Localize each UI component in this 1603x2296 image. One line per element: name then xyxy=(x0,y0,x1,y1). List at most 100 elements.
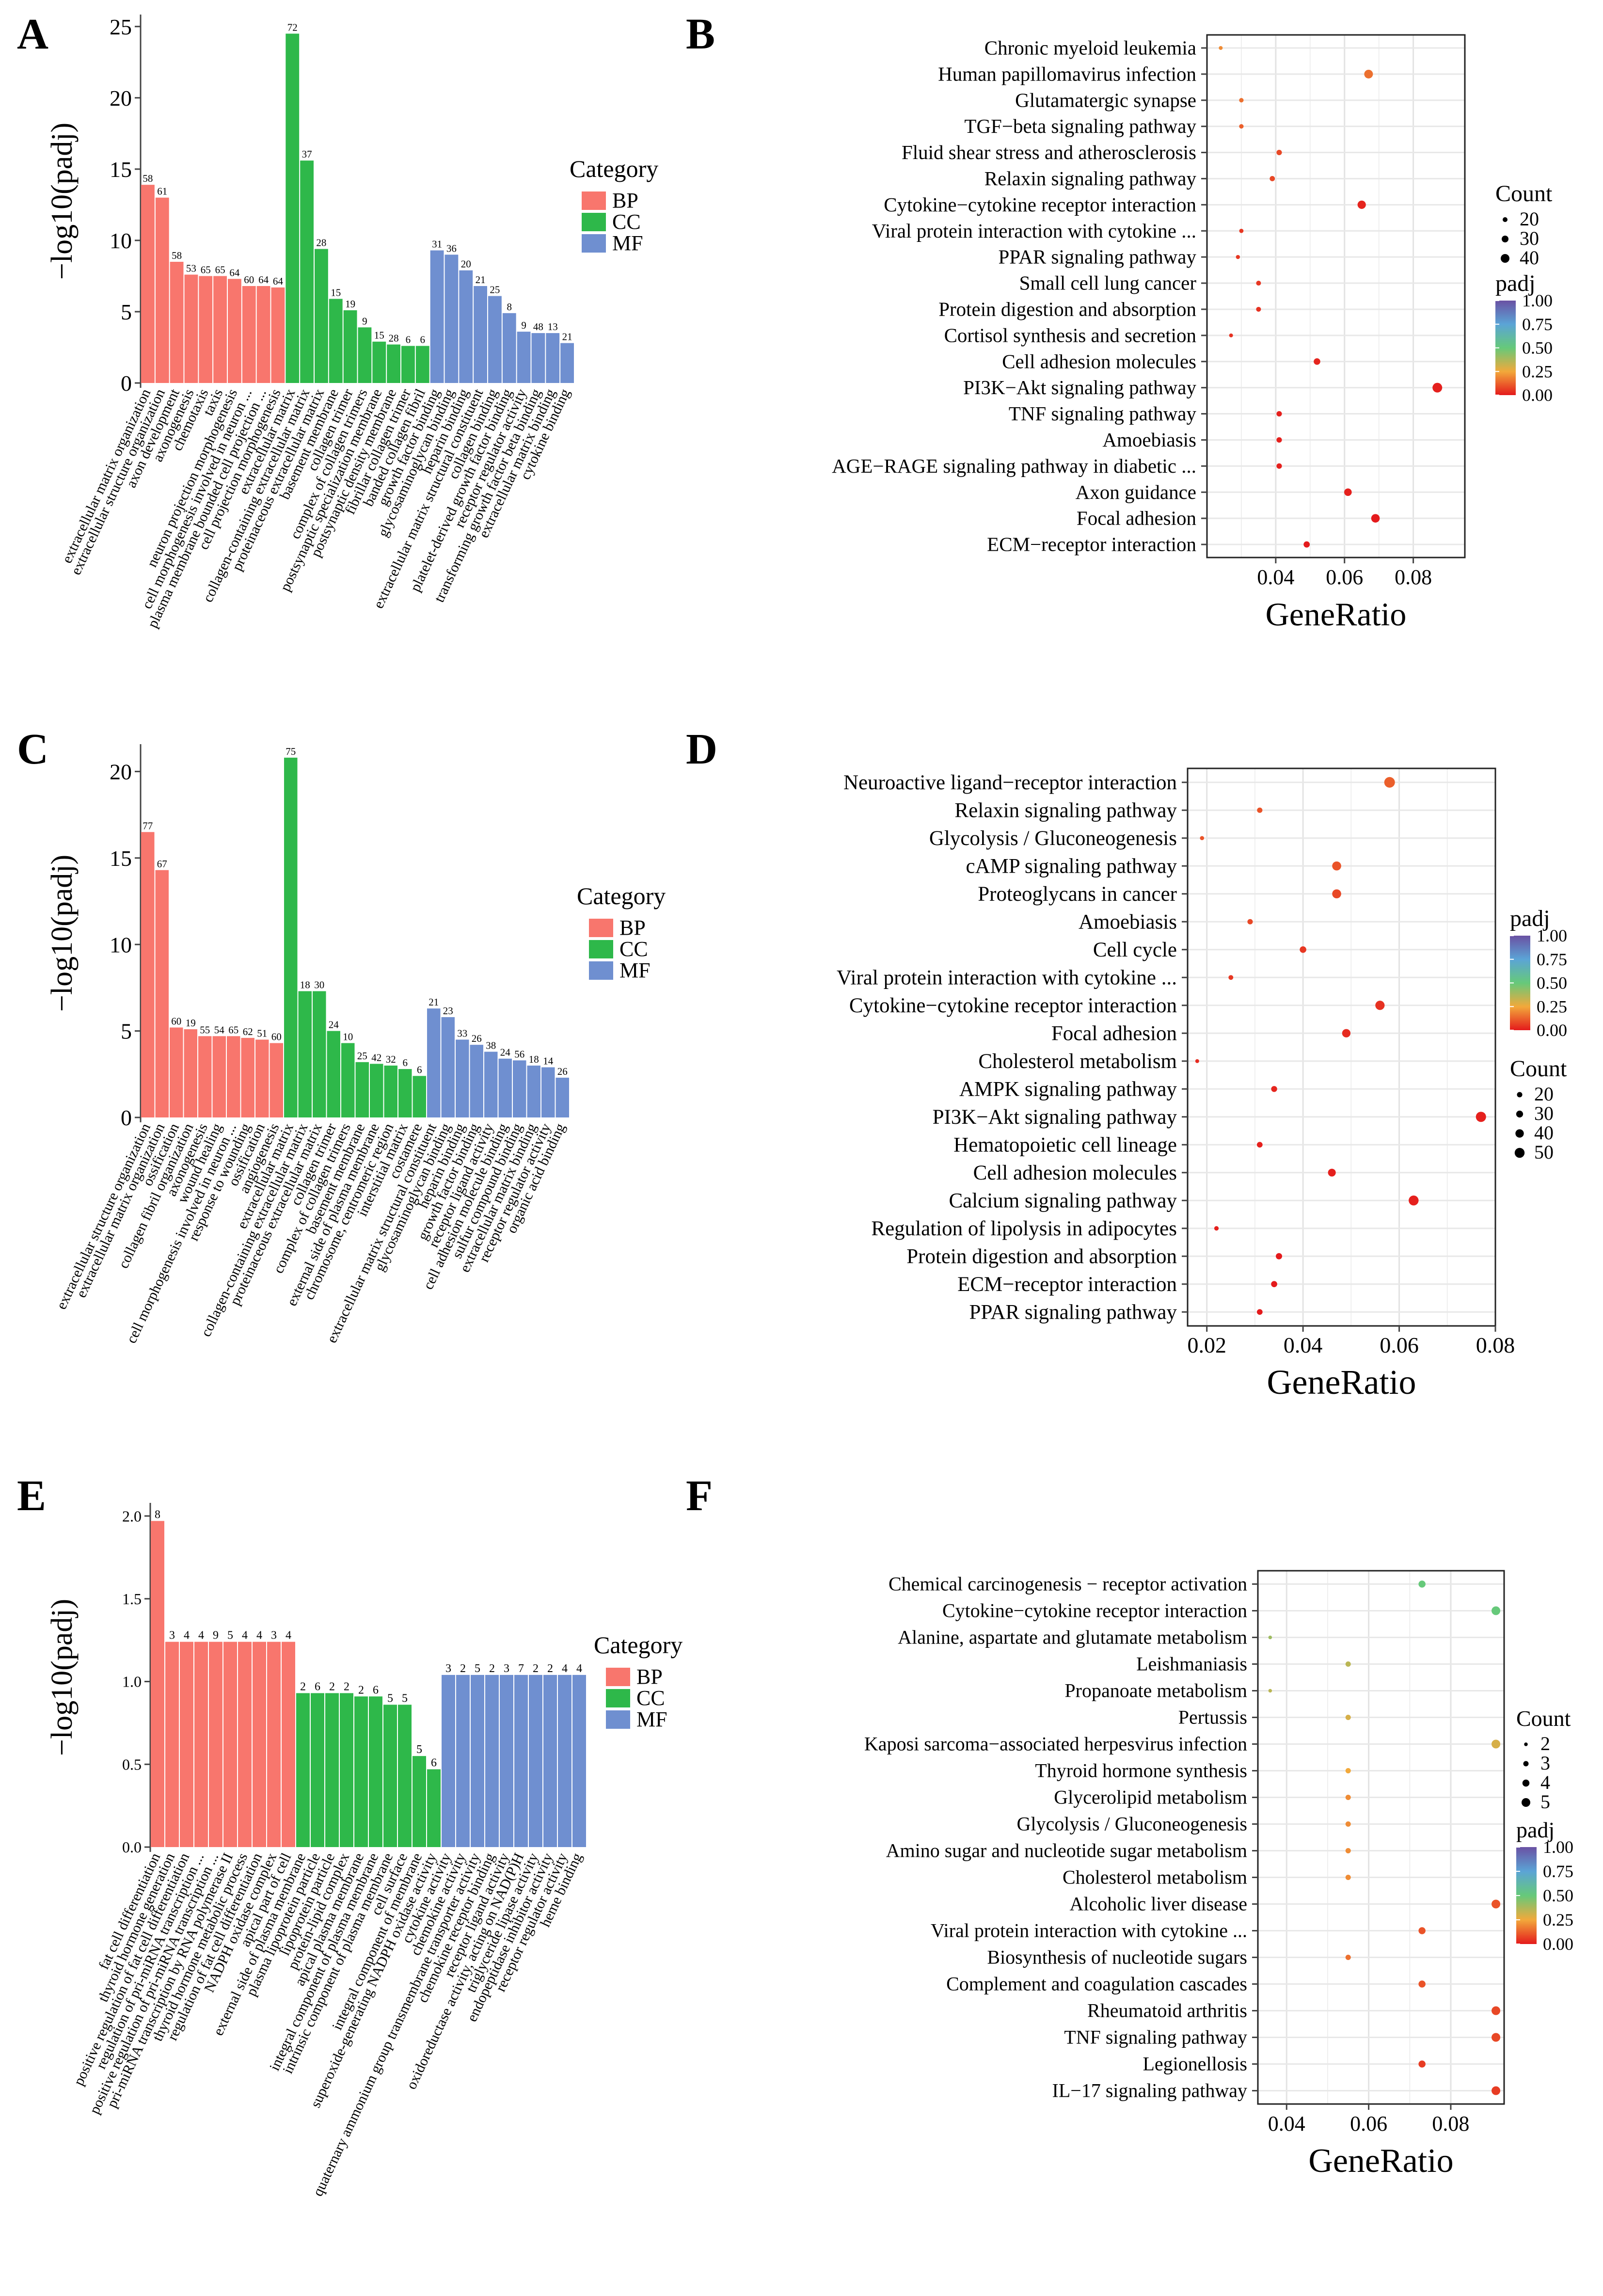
bar-count-label: 4 xyxy=(576,1662,582,1675)
bar-mf xyxy=(442,1674,455,1847)
data-point xyxy=(1492,1899,1501,1909)
data-point xyxy=(1247,919,1253,925)
bar-cc xyxy=(311,1693,324,1847)
bar-count-label: 2 xyxy=(489,1662,495,1675)
bar-mf xyxy=(546,333,560,383)
data-point xyxy=(1371,514,1380,523)
bar-cc xyxy=(296,1693,310,1847)
bar-count-label: 54 xyxy=(214,1024,225,1036)
bar-count-label: 61 xyxy=(157,186,167,197)
plot-border xyxy=(1206,34,1466,558)
bar-bp xyxy=(199,276,213,383)
term-label: AMPK signaling pathway xyxy=(959,1078,1177,1100)
count-legend-label: 20 xyxy=(1534,1083,1554,1105)
term-label: Kaposi sarcoma−associated herpesvirus in… xyxy=(864,1733,1247,1755)
bar-cc xyxy=(383,1705,397,1847)
data-point xyxy=(1300,946,1306,953)
x-tick-label: 0.06 xyxy=(1380,1333,1419,1357)
term-label: Small cell lung cancer xyxy=(1019,272,1197,294)
bar-cc xyxy=(358,327,372,383)
bar-count-label: 62 xyxy=(243,1026,253,1037)
bar-count-label: 60 xyxy=(244,274,254,286)
padj-legend-label: 0.75 xyxy=(1537,950,1567,969)
bar-count-label: 26 xyxy=(472,1033,482,1044)
bar-count-label: 64 xyxy=(229,267,240,278)
bar-mf xyxy=(555,1077,569,1117)
padj-legend-label: 0.50 xyxy=(1537,973,1567,993)
bar-cc xyxy=(313,991,326,1117)
term-label: Focal adhesion xyxy=(1077,507,1196,529)
bar-cc xyxy=(387,344,400,383)
bar-mf xyxy=(572,1674,586,1847)
bar-count-label: 67 xyxy=(157,858,167,870)
bar-mf xyxy=(517,332,531,383)
legend-title: Category xyxy=(577,882,666,909)
data-point xyxy=(1492,1606,1501,1615)
bar-bp xyxy=(228,279,241,383)
bar-mf xyxy=(456,1039,469,1117)
bar-count-label: 38 xyxy=(486,1039,496,1051)
count-legend-label: 4 xyxy=(1540,1771,1550,1793)
y-tick-label: 0.0 xyxy=(122,1838,142,1856)
bar-count-label: 4 xyxy=(562,1662,568,1675)
term-label: Cytokine−cytokine receptor interaction xyxy=(849,994,1177,1017)
legend-label-bp: BP xyxy=(612,189,638,212)
data-point xyxy=(1276,411,1282,417)
bar-count-label: 28 xyxy=(316,237,326,249)
bar-mf xyxy=(502,313,516,383)
data-point xyxy=(1271,1281,1277,1288)
padj-legend-label: 0.50 xyxy=(1522,338,1553,358)
bar-count-label: 58 xyxy=(143,173,153,184)
bar-bp xyxy=(270,1043,283,1117)
bar-mf xyxy=(471,1674,484,1847)
data-point xyxy=(1345,1955,1351,1960)
bar-bp xyxy=(184,1029,197,1117)
bar-cc xyxy=(369,1696,382,1847)
count-legend-label: 20 xyxy=(1520,208,1539,230)
bar-cc xyxy=(413,1756,426,1847)
term-label: Glycolysis / Gluconeogenesis xyxy=(929,827,1177,850)
legend-title: Category xyxy=(570,155,658,182)
legend-swatch-cc xyxy=(582,213,606,231)
term-label: Viral protein interaction with cytokine … xyxy=(837,966,1177,989)
x-axis-title: GeneRatio xyxy=(1308,2142,1453,2180)
count-legend-label: 40 xyxy=(1520,247,1539,269)
bar-cc xyxy=(341,1043,355,1117)
term-label: Viral protein interaction with cytokine … xyxy=(931,1920,1247,1942)
term-label: Cell adhesion molecules xyxy=(973,1162,1177,1184)
bar-cc xyxy=(372,341,386,383)
bar-count-label: 36 xyxy=(446,242,457,254)
term-label: Leishmaniasis xyxy=(1136,1653,1247,1675)
padj-legend-label: 0.25 xyxy=(1522,362,1553,381)
y-tick-label: 5 xyxy=(121,300,132,324)
bar-bp xyxy=(209,1642,222,1847)
bar-bp xyxy=(170,262,184,383)
term-label: Rheumatoid arthritis xyxy=(1087,2000,1247,2022)
data-point xyxy=(1345,1768,1351,1773)
x-tick-label: 0.04 xyxy=(1257,565,1294,589)
term-label: Focal adhesion xyxy=(1051,1022,1177,1045)
bar-bp xyxy=(141,185,155,383)
y-tick-label: 25 xyxy=(110,15,132,39)
count-legend-dot xyxy=(1502,236,1508,242)
bar-count-label: 31 xyxy=(432,238,442,250)
bar-count-label: 5 xyxy=(227,1629,233,1642)
bar-count-label: 37 xyxy=(302,148,312,160)
bar-cc xyxy=(315,249,328,383)
x-tick-label: 0.02 xyxy=(1187,1333,1226,1357)
bar-count-label: 48 xyxy=(533,321,543,333)
data-point xyxy=(1229,333,1233,337)
term-label: ECM−receptor interaction xyxy=(987,533,1196,556)
data-point xyxy=(1344,488,1352,496)
bar-count-label: 6 xyxy=(373,1684,379,1696)
data-point xyxy=(1345,1661,1351,1667)
plot-background xyxy=(1207,35,1465,558)
bar-count-label: 19 xyxy=(186,1017,196,1029)
bar-count-label: 6 xyxy=(431,1757,437,1770)
y-axis-title: −log10(padj) xyxy=(46,1599,79,1756)
bar-cc xyxy=(355,1062,369,1117)
bar-cc xyxy=(384,1065,397,1117)
